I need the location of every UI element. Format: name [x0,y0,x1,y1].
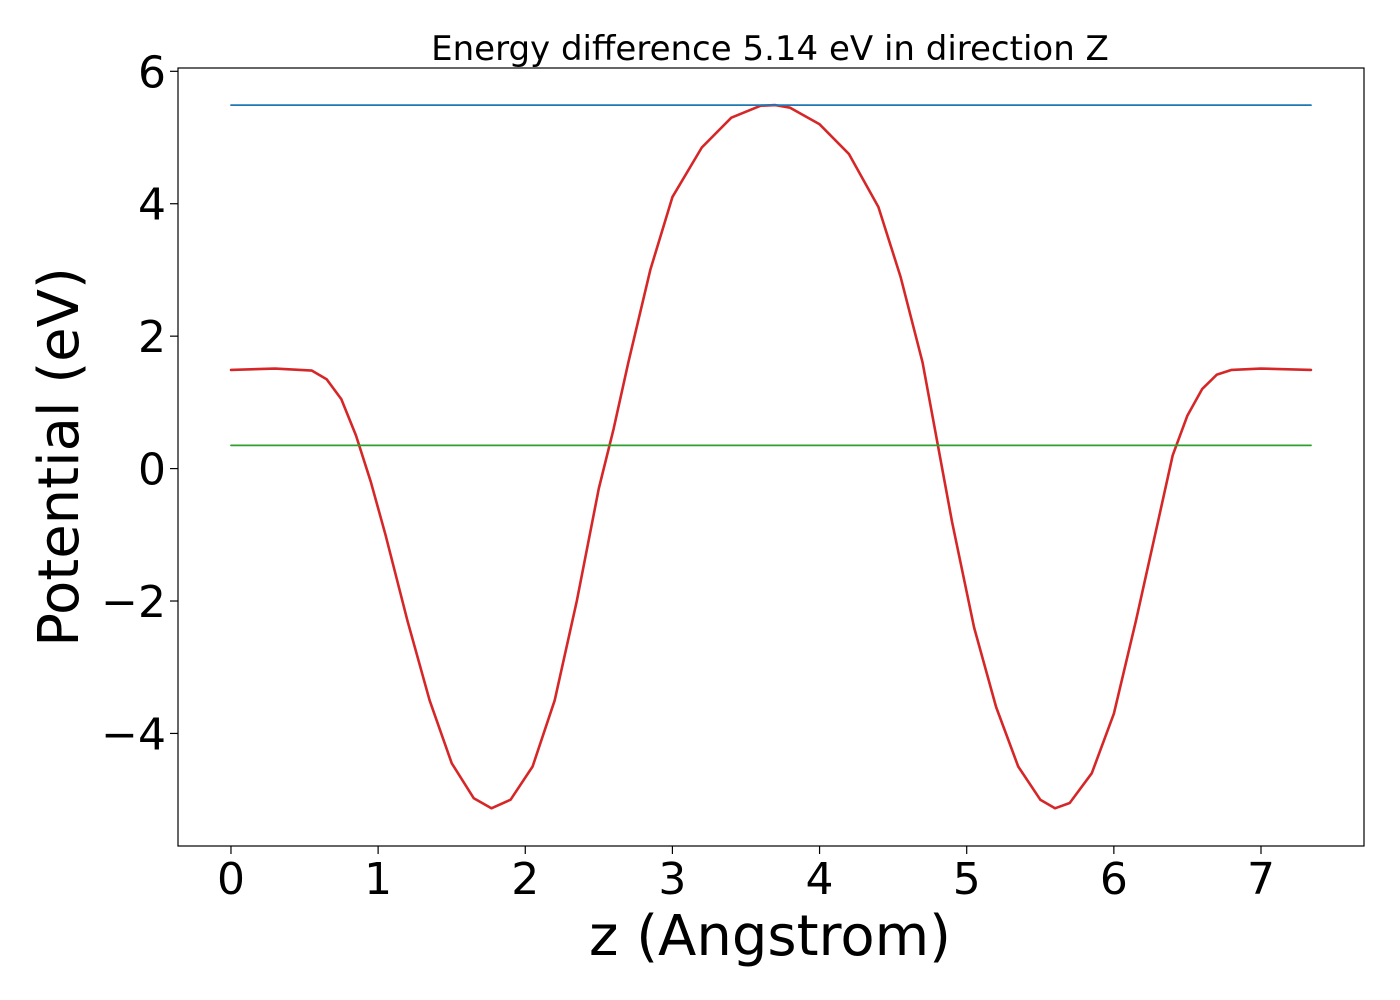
y-tick-label: 6 [138,47,166,98]
y-tick-label: 2 [138,312,166,363]
x-axis-label: z (Angstrom) [589,904,951,969]
x-axis: 0 1 2 3 4 5 6 7 [217,846,1275,905]
x-tick-label: 0 [217,854,245,905]
x-tick-label: 2 [511,854,539,905]
y-axis-label: Potential (eV) [27,267,92,647]
x-tick-label: 4 [806,854,834,905]
plot-frame [177,67,1365,847]
x-tick-label: 1 [364,854,392,905]
x-tick-label: 7 [1247,854,1275,905]
y-tick-label: −4 [101,709,166,760]
x-tick-label: 6 [1100,854,1128,905]
chart-title: Energy difference 5.14 eV in direction Z [431,29,1109,69]
x-tick-label: 5 [953,854,981,905]
y-tick-label: 4 [138,180,166,231]
y-tick-label: −2 [101,577,166,628]
y-tick-label: 0 [138,445,166,496]
series-layer [229,103,1313,810]
x-tick-label: 3 [658,854,686,905]
y-axis: −4 −2 0 2 4 6 [101,47,178,760]
